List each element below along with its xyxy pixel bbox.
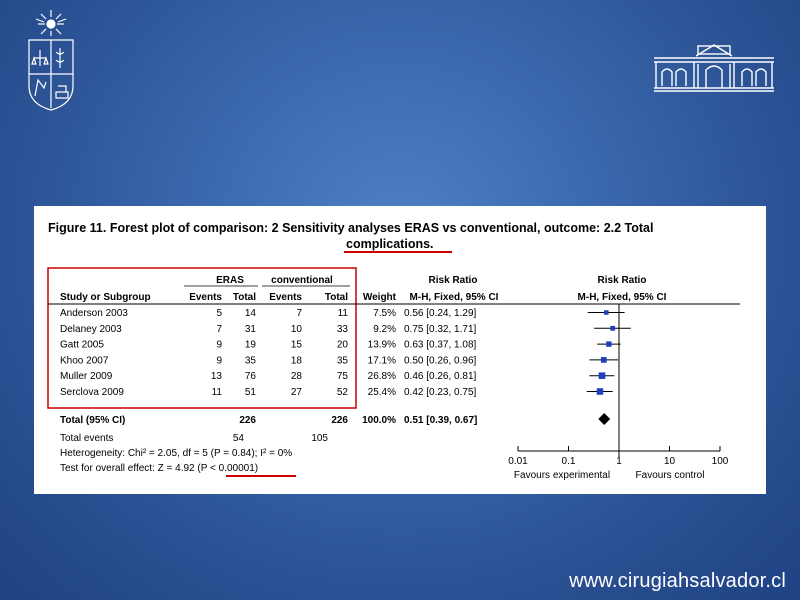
weight: 26.8% [368,371,396,382]
study-marker [600,357,607,363]
favours-experimental-label: Favours experimental [514,470,610,481]
eras-events: 9 [216,340,222,351]
ci-text: 0.46 [0.26, 0.81] [404,371,477,382]
overall-effect-text: Test for overall effect: Z = 4.92 (P < 0… [60,463,258,474]
weight: 7.5% [373,308,396,319]
conv-total: 11 [338,308,349,319]
study-rows: Anderson 2003 5 14 7 11 7.5% 0.56 [0.24, 1.29]… [60,308,477,398]
study-name: Khoo 2007 [60,355,109,366]
eras-group-header: ERAS [216,275,244,286]
col-header-weight: Weight [363,292,397,303]
total-row-ci: 0.51 [0.39, 0.67] [404,415,477,426]
weight: 25.4% [368,387,396,398]
risk-ratio-header-left: Risk Ratio [429,275,478,286]
col-header-method-right: M-H, Fixed, 95% CI [578,292,667,303]
weight: 17.1% [368,355,396,366]
col-header-eras-events: Events [189,292,222,303]
pooled-diamond [598,413,611,425]
eras-total: 14 [245,308,257,319]
conv-total: 33 [337,324,349,335]
hospital-building-logo [654,44,774,92]
weight: 9.2% [373,324,396,335]
ci-text: 0.50 [0.26, 0.96] [404,355,477,366]
total-row-conv-total: 226 [331,415,348,426]
table-row: Anderson 2003 5 14 7 11 7.5% 0.56 [0.24, 1.29] [60,308,477,319]
eras-events: 5 [216,308,222,319]
table-row: Khoo 2007 9 35 18 35 17.1% 0.50 [0.26, 0.96] [60,355,477,366]
x-tick-label: 100 [712,456,729,467]
col-header-method-left: M-H, Fixed, 95% CI [410,292,499,303]
heterogeneity-text: Heterogeneity: Chi² = 2.05, df = 5 (P = … [60,448,292,459]
total-row-label: Total (95% CI) [60,415,125,426]
study-marker [606,341,612,347]
eras-events: 13 [211,371,223,382]
favours-control-label: Favours control [636,470,705,481]
weight: 13.9% [368,340,396,351]
study-marker [610,325,616,331]
conventional-group-header: conventional [271,275,333,286]
eras-events: 9 [216,355,222,366]
total-row-weight: 100.0% [362,415,396,426]
x-tick-label: 1 [616,456,622,467]
eras-total: 35 [245,355,257,366]
conv-events: 7 [296,308,302,319]
study-name: Delaney 2003 [60,324,122,335]
overall-effect-p: (P < 0.00001) [197,463,258,474]
conv-events: 28 [291,371,303,382]
conv-total: 20 [337,340,349,351]
figure-panel: Figure 11. Forest plot of comparison: 2 … [34,206,766,494]
eras-total: 51 [245,387,257,398]
conv-events: 27 [291,387,303,398]
col-header-conv-events: Events [269,292,302,303]
eras-total: 31 [245,324,257,335]
ci-text: 0.75 [0.32, 1.71] [404,324,477,335]
col-header-study: Study or Subgroup [60,292,151,303]
total-events-conv: 105 [311,433,328,444]
table-row: Muller 2009 13 76 28 75 26.8% 0.46 [0.26, 0.81… [60,371,477,382]
study-marker [604,310,609,315]
risk-ratio-header-right: Risk Ratio [598,275,647,286]
study-name: Anderson 2003 [60,308,128,319]
total-row-eras-total: 226 [239,415,256,426]
total-events-eras: 54 [233,433,245,444]
col-header-eras-total: Total [233,292,256,303]
study-rows-highlight-box [47,267,357,409]
conv-events: 10 [291,324,303,335]
study-marker [598,372,606,380]
ci-text: 0.63 [0.37, 1.08] [404,340,477,351]
eras-events: 11 [212,387,223,398]
conv-total: 75 [337,371,349,382]
table-row: Delaney 2003 7 31 10 33 9.2% 0.75 [0.32, 1.71] [60,324,477,335]
total-events-label: Total events [60,433,113,444]
conv-events: 15 [291,340,303,351]
x-tick-label: 10 [664,456,676,467]
x-tick-label: 0.1 [562,456,576,467]
eras-events: 7 [216,324,222,335]
figure-title-line1: Figure 11. Forest plot of comparison: 2 … [48,221,653,235]
study-name: Gatt 2005 [60,340,104,351]
conv-total: 52 [337,387,349,398]
forest-plot-area: 0.01 0.1 1 10 100 [508,304,729,467]
table-row: Gatt 2005 9 19 15 20 13.9% 0.63 [0.37, 1.08] [60,340,477,351]
site-url: www.cirugiahsalvador.cl [569,570,786,592]
eras-total: 76 [245,371,257,382]
x-tick-label: 0.01 [508,456,528,467]
study-marker [596,388,604,395]
forest-plot: Figure 11. Forest plot of comparison: 2 … [47,221,740,481]
figure-title-line2: complications. [346,237,434,251]
col-header-conv-total: Total [325,292,348,303]
conv-events: 18 [291,355,303,366]
ci-text: 0.42 [0.23, 0.75] [404,387,477,398]
eras-total: 19 [245,340,257,351]
conv-total: 35 [337,355,349,366]
study-name: Muller 2009 [60,371,113,382]
university-crest-logo [28,10,74,111]
ci-text: 0.56 [0.24, 1.29] [404,308,477,319]
overall-effect-prefix: Test for overall effect: Z = 4.92 [60,463,197,474]
table-row: Serclova 2009 11 51 27 52 25.4% 0.42 [0.23, 0.… [60,387,477,398]
study-name: Serclova 2009 [60,387,124,398]
